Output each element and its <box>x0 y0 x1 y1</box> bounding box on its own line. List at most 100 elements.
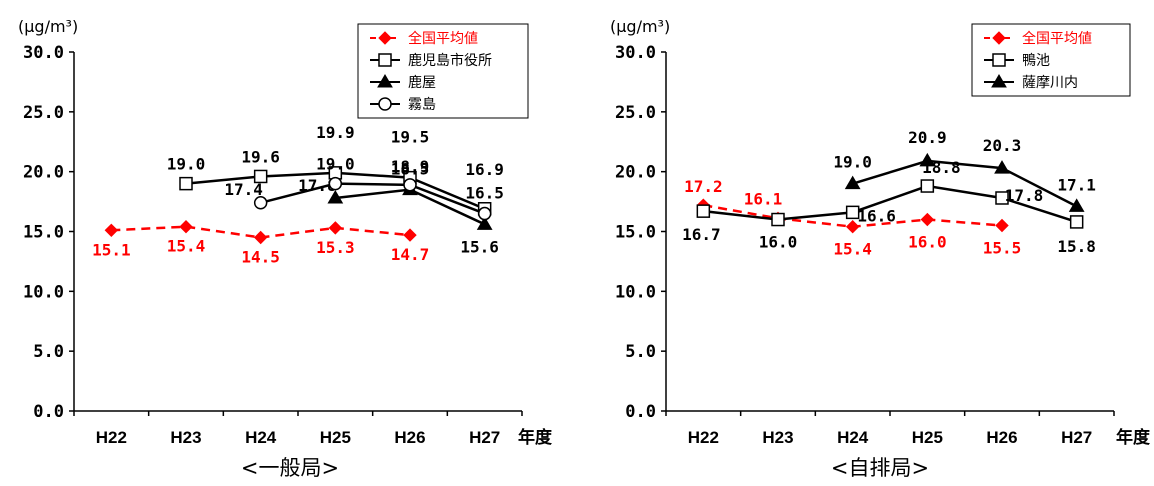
legend-swatch-marker <box>378 53 392 67</box>
y-tick-label: 20.0 <box>23 163 64 183</box>
y-tick-label: 30.0 <box>615 43 656 63</box>
data-point <box>995 218 1009 233</box>
data-label: 15.4 <box>167 237 206 256</box>
data-label: 19.0 <box>316 155 355 174</box>
data-label: 16.1 <box>744 189 783 208</box>
legend-label: 霧島 <box>408 97 436 113</box>
x-tick-label: H24 <box>245 428 277 447</box>
x-tick-label: H23 <box>762 428 793 447</box>
x-tick-label: H25 <box>912 428 943 447</box>
legend-label: 鹿屋 <box>408 74 436 91</box>
data-label: 15.5 <box>983 239 1022 258</box>
data-label: 19.6 <box>241 147 280 166</box>
data-label: 14.7 <box>391 245 430 264</box>
data-point <box>920 179 935 193</box>
data-point <box>1068 198 1085 212</box>
data-point <box>179 176 193 191</box>
data-label: 17.4 <box>224 180 263 199</box>
y-tick-label: 25.0 <box>615 103 656 123</box>
data-point <box>920 212 935 227</box>
legend-swatch-marker <box>378 97 392 111</box>
y-axis-unit: (μg/m³) <box>610 17 670 36</box>
data-point <box>995 191 1009 205</box>
data-label: 19.9 <box>316 123 355 142</box>
x-tick-label: H26 <box>986 428 1017 447</box>
data-point <box>403 228 417 242</box>
data-label: 15.8 <box>1057 237 1096 256</box>
series-line <box>703 184 1078 224</box>
x-tick-label: H22 <box>688 428 719 447</box>
x-axis-label: 年度 <box>518 427 553 447</box>
series-2: 16.7 16.016.618.817.815.8 <box>682 158 1096 256</box>
data-point <box>253 196 268 210</box>
legend-label: 鹿児島市役所 <box>408 52 492 69</box>
x-tick-label: H24 <box>837 428 869 447</box>
y-tick-label: 15.0 <box>23 223 64 243</box>
data-label: 18.9 <box>391 157 430 176</box>
data-label: 14.5 <box>241 247 280 266</box>
y-tick-label: 0.0 <box>625 402 656 422</box>
data-point <box>403 178 417 192</box>
data-label: 19.0 <box>167 155 206 174</box>
legend-swatch-marker <box>378 31 392 45</box>
series-4: 17.4 19.0 18.9 16.5 <box>224 155 504 221</box>
chart-2: 0.0 5.0 10.0 15.0 20.0 25.0 30.0 H22 H23 H24 H25 H2… <box>610 17 1151 480</box>
y-tick-label: 10.0 <box>23 282 64 302</box>
chart-title: <一般局> <box>241 456 339 480</box>
data-point <box>845 205 860 220</box>
data-point <box>771 212 785 227</box>
data-point <box>1069 215 1084 229</box>
data-point <box>328 176 343 191</box>
y-tick-label: 5.0 <box>625 342 656 362</box>
data-label: 15.6 <box>460 237 499 256</box>
y-tick-label: 25.0 <box>23 103 64 123</box>
data-point <box>328 221 343 235</box>
y-tick-label: 0.0 <box>33 402 64 422</box>
legend-label: 薩摩川内 <box>1022 74 1078 91</box>
legend-swatch-marker <box>992 53 1006 67</box>
x-tick-label: H25 <box>320 428 351 447</box>
data-label: 20.9 <box>908 128 947 147</box>
data-label: 16.0 <box>759 233 798 252</box>
data-label: 18.5 <box>391 160 430 179</box>
data-label: 19.0 <box>833 153 872 172</box>
data-label: 17.2 <box>684 177 723 196</box>
series-line <box>852 159 1078 208</box>
series-3: 19.0 20.9 20.3 17.1 <box>833 128 1096 212</box>
legend-swatch-marker <box>991 74 1007 88</box>
x-tick-label: H22 <box>96 428 127 447</box>
chart-1: 0.0 5.0 10.0 15.0 20.0 25.0 30.0 H22 H23 H24 H25 H2… <box>18 17 553 480</box>
data-point <box>696 204 711 218</box>
data-label: 17.8 <box>1005 186 1044 205</box>
data-label: 15.1 <box>92 240 131 259</box>
y-tick-label: 5.0 <box>33 342 64 362</box>
x-axis-label: 年度 <box>1116 427 1151 447</box>
y-tick-label: 30.0 <box>23 43 64 63</box>
x-tick-label: H27 <box>469 428 500 447</box>
data-point <box>327 190 344 204</box>
data-point <box>919 152 936 167</box>
y-axis-unit: (μg/m³) <box>18 17 78 36</box>
data-label: 15.4 <box>833 240 872 259</box>
x-tick-label: H27 <box>1061 428 1092 447</box>
y-tick-label: 20.0 <box>615 163 656 183</box>
x-tick-label: H26 <box>394 428 425 447</box>
data-label: 17.1 <box>1057 175 1096 194</box>
data-label: 20.3 <box>983 136 1022 155</box>
legend-label: 全国平均値 <box>408 30 478 47</box>
data-label: 16.0 <box>908 233 947 252</box>
data-label: 16.7 <box>682 225 721 244</box>
data-label: 16.6 <box>857 206 896 225</box>
data-point <box>994 160 1010 174</box>
data-label: 16.5 <box>465 184 504 203</box>
data-point <box>179 220 193 234</box>
data-label: 16.9 <box>465 160 504 179</box>
data-point <box>253 169 268 184</box>
data-label: 15.3 <box>316 238 355 257</box>
data-point <box>253 230 268 245</box>
data-point <box>476 216 493 230</box>
data-point <box>845 220 860 234</box>
